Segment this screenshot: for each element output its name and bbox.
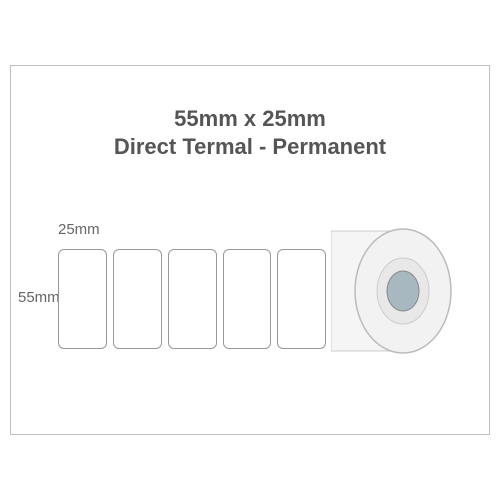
roll-icon — [331, 221, 471, 361]
label-rect — [58, 249, 107, 349]
label-roll — [331, 221, 471, 361]
title-block: 55mm x 25mm Direct Termal - Permanent — [11, 106, 489, 160]
label-rect — [223, 249, 272, 349]
title-type: Direct Termal - Permanent — [11, 134, 489, 160]
diagram-area: 25mm 55mm — [46, 249, 466, 379]
dimension-height-label: 55mm — [18, 289, 60, 306]
product-frame: 55mm x 25mm Direct Termal - Permanent 25… — [10, 65, 490, 435]
title-dimensions: 55mm x 25mm — [11, 106, 489, 132]
label-rect — [113, 249, 162, 349]
label-rect — [277, 249, 326, 349]
label-rect — [168, 249, 217, 349]
dimension-width-label: 25mm — [58, 221, 100, 238]
